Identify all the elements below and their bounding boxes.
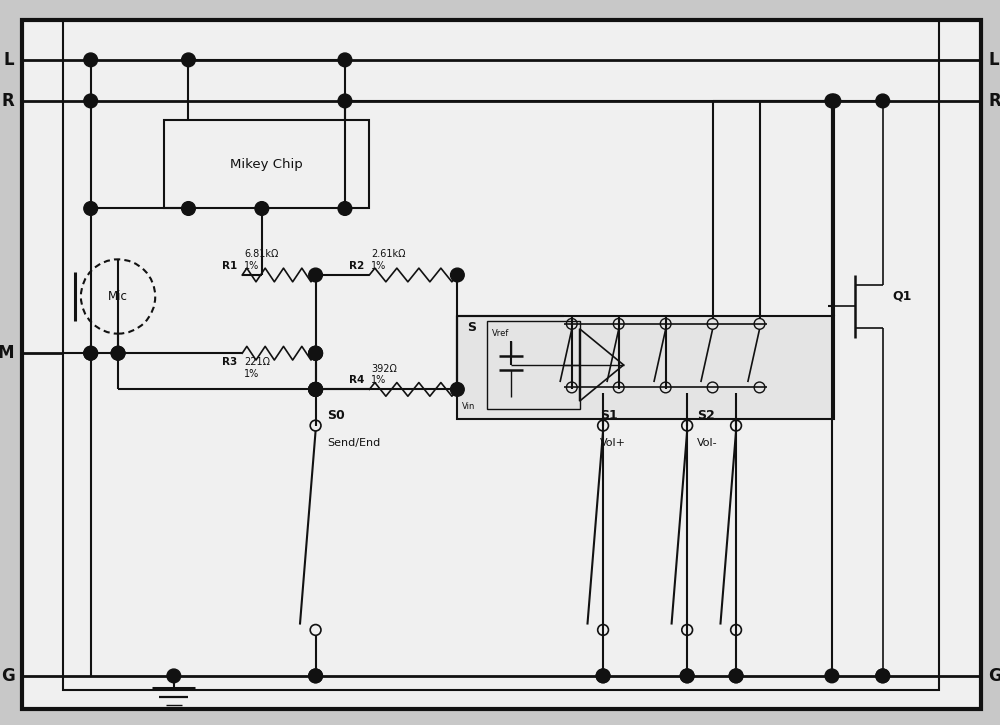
Text: R: R	[2, 92, 14, 110]
Text: M: M	[0, 344, 14, 362]
Circle shape	[84, 202, 98, 215]
Text: R4: R4	[349, 376, 364, 386]
Circle shape	[825, 669, 839, 683]
Text: Q1: Q1	[893, 290, 912, 303]
Circle shape	[680, 669, 694, 683]
Text: 392Ω
1%: 392Ω 1%	[371, 364, 397, 386]
Text: Vin: Vin	[462, 402, 476, 412]
Text: Mic: Mic	[108, 290, 128, 303]
FancyBboxPatch shape	[457, 316, 834, 419]
Circle shape	[876, 94, 890, 108]
Circle shape	[729, 669, 743, 683]
Circle shape	[338, 53, 352, 67]
Circle shape	[596, 669, 610, 683]
Circle shape	[309, 669, 322, 683]
Circle shape	[309, 347, 322, 360]
Text: G: G	[1, 667, 14, 685]
Text: R2: R2	[349, 261, 364, 271]
Circle shape	[451, 383, 464, 397]
Circle shape	[451, 268, 464, 282]
Text: L: L	[988, 51, 999, 69]
Text: Mikey Chip: Mikey Chip	[230, 158, 303, 171]
Text: 2.61kΩ
1%: 2.61kΩ 1%	[371, 249, 406, 271]
Circle shape	[876, 669, 890, 683]
Circle shape	[729, 669, 743, 683]
Text: Vol+: Vol+	[600, 439, 626, 448]
Circle shape	[680, 669, 694, 683]
Circle shape	[309, 383, 322, 397]
Circle shape	[84, 347, 98, 360]
Text: 221Ω
1%: 221Ω 1%	[244, 357, 270, 378]
Circle shape	[825, 94, 839, 108]
Circle shape	[309, 383, 322, 397]
Circle shape	[338, 202, 352, 215]
Text: S2: S2	[697, 409, 715, 422]
Text: Vref: Vref	[492, 328, 509, 338]
Text: S1: S1	[600, 409, 618, 422]
Circle shape	[84, 347, 98, 360]
Circle shape	[309, 347, 322, 360]
Circle shape	[111, 347, 125, 360]
Circle shape	[255, 202, 269, 215]
Circle shape	[827, 94, 841, 108]
Text: 6.81kΩ
1%: 6.81kΩ 1%	[244, 249, 279, 271]
Circle shape	[309, 669, 322, 683]
Circle shape	[84, 53, 98, 67]
FancyBboxPatch shape	[22, 20, 981, 709]
Text: R: R	[988, 92, 1000, 110]
Circle shape	[309, 383, 322, 397]
Text: S0: S0	[327, 409, 345, 422]
Circle shape	[876, 669, 890, 683]
Circle shape	[309, 268, 322, 282]
Circle shape	[309, 347, 322, 360]
FancyBboxPatch shape	[164, 120, 369, 209]
Circle shape	[596, 669, 610, 683]
Circle shape	[167, 669, 181, 683]
Text: Vol-: Vol-	[697, 439, 718, 448]
Circle shape	[182, 202, 195, 215]
Text: S: S	[467, 321, 476, 334]
Circle shape	[84, 94, 98, 108]
Circle shape	[111, 347, 125, 360]
Text: R3: R3	[222, 357, 237, 367]
Text: G: G	[988, 667, 1000, 685]
Text: L: L	[4, 51, 14, 69]
Circle shape	[309, 383, 322, 397]
Text: Send/End: Send/End	[327, 439, 381, 448]
Circle shape	[338, 94, 352, 108]
Text: R1: R1	[222, 261, 237, 271]
Circle shape	[182, 53, 195, 67]
